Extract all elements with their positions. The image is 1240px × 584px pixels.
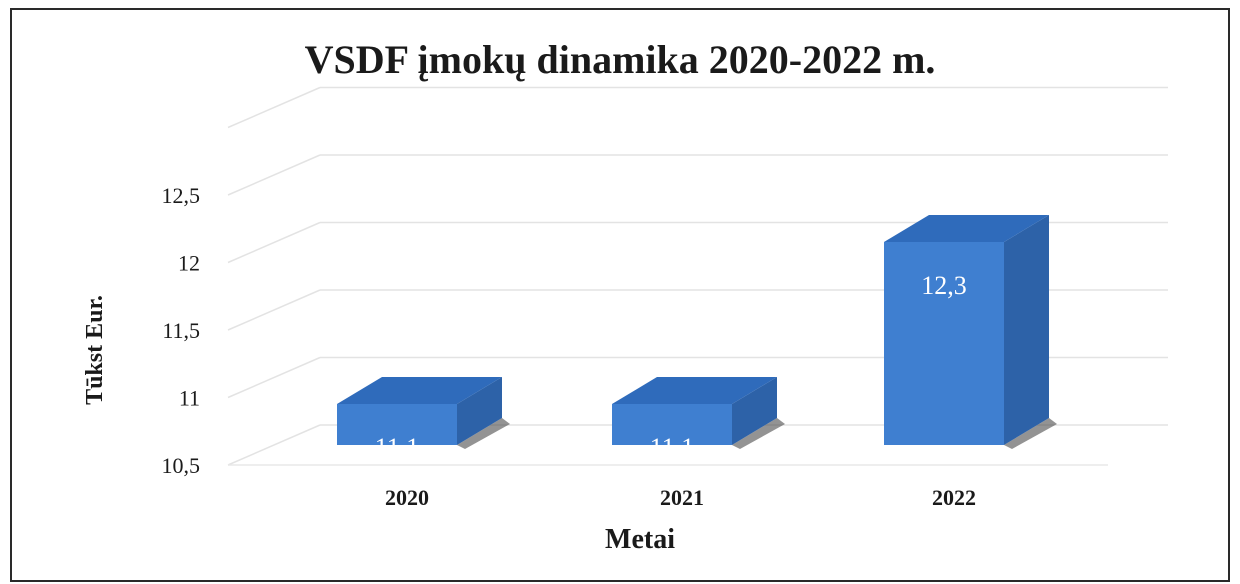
bar-top: [337, 377, 502, 404]
bar-side: [732, 377, 777, 445]
data-label: 11,1: [650, 433, 695, 462]
x-axis-title: Metai: [605, 524, 675, 555]
gridline-side: [227, 86, 321, 129]
bar-shadow: [732, 418, 785, 449]
y-tick-label: 12: [178, 251, 200, 276]
gridline-side: [227, 154, 321, 196]
y-tick-label: 10,5: [162, 453, 201, 478]
x-tick-label: 2022: [932, 485, 976, 510]
bar-side: [457, 377, 502, 445]
data-label: 11,1: [375, 433, 420, 462]
chart-title: VSDF įmokų dinamika 2020-2022 m.: [304, 37, 936, 82]
y-tick-label: 11,5: [162, 318, 200, 343]
bar-top: [612, 377, 777, 404]
bar: [612, 404, 732, 445]
bar-top: [884, 215, 1049, 242]
bar-shadow: [457, 418, 510, 449]
gridline-side: [227, 356, 321, 399]
data-label: 12,3: [921, 271, 967, 300]
y-axis-title: Tūkst Eur.: [82, 295, 108, 405]
x-tick-label: 2021: [660, 485, 704, 510]
gridline-side: [227, 289, 321, 331]
bar: [884, 242, 1004, 445]
bar-shadow: [1004, 418, 1057, 449]
y-tick-label: 11: [179, 386, 200, 411]
x-tick-label: 2020: [385, 485, 429, 510]
gridline-side: [227, 221, 321, 264]
bar: [337, 404, 457, 445]
y-tick-label: 12,5: [162, 183, 201, 208]
gridline-side: [227, 424, 321, 466]
bar-side: [1004, 215, 1049, 445]
